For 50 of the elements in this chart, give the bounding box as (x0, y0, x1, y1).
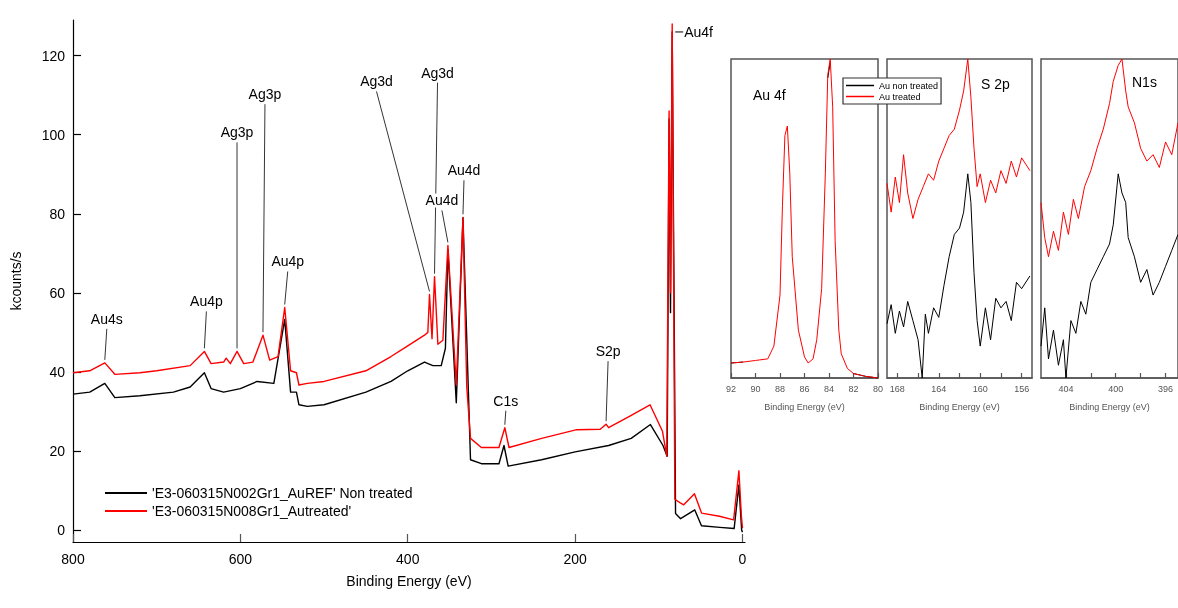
legend-label: 'E3-060315N008Gr1_Autreated' (152, 503, 352, 519)
annotation: Au4d (425, 192, 459, 209)
y-tick-label: 100 (41, 126, 66, 143)
annotation: Ag3d (360, 73, 393, 90)
x-tick-label: 90 (750, 383, 761, 394)
x-tick-label: 404 (1058, 383, 1074, 394)
x-tick-label: 92 (725, 383, 737, 394)
y-tick-label: 80 (49, 205, 66, 222)
y-tick-label: 40 (49, 363, 66, 380)
x-tick-label: 400 (396, 551, 420, 567)
x-tick-label: 160 (972, 383, 988, 394)
annotation: C1s (493, 392, 519, 409)
x-tick-label: 600 (228, 551, 253, 567)
x-tick-label: 396 (1158, 383, 1174, 394)
legend-label: Au treated (879, 91, 921, 102)
annotation: Au4s (90, 310, 123, 327)
y-tick-label: 0 (57, 522, 66, 539)
y-tick-label: 20 (49, 443, 66, 460)
annotation: Au4p (271, 253, 305, 270)
annotation: Ag3p (248, 86, 282, 103)
x-axis-title: Binding Energy (eV) (764, 401, 845, 412)
y-tick-label: 120 (41, 47, 66, 64)
annotation: Au4d (447, 162, 481, 179)
x-tick-label: 0 (738, 551, 747, 567)
x-tick-label: 80 (872, 383, 884, 394)
y-axis-title: kcounts/s (8, 251, 24, 311)
x-tick-label: 400 (1108, 383, 1124, 394)
x-tick-label: 168 (889, 383, 905, 394)
x-tick-label: 200 (563, 551, 588, 567)
annotation: S2p (595, 343, 621, 360)
legend-label: Au non treated (879, 80, 939, 91)
annotation: Au4p (190, 293, 223, 310)
x-tick-label: 164 (931, 383, 947, 394)
annotation: Ag3d (421, 64, 454, 81)
x-tick-label: 88 (774, 383, 786, 394)
legend-label: 'E3-060315N002Gr1_AuREF' Non treated (152, 485, 413, 501)
x-tick-label: 84 (823, 383, 835, 394)
x-tick-label: 82 (848, 383, 859, 394)
x-tick-label: 86 (799, 383, 810, 394)
text: N1s (1132, 74, 1157, 90)
text: S 2p (981, 76, 1011, 92)
annotation: Ag3p (220, 124, 254, 141)
text: Au 4f (753, 87, 786, 103)
x-axis-title: Binding Energy (eV) (919, 401, 1000, 412)
y-tick-label: 60 (49, 284, 66, 301)
annotation: Au4f (684, 23, 714, 40)
x-axis-title: Binding Energy (eV) (1069, 401, 1150, 412)
x-tick-label: 800 (61, 551, 85, 567)
x-tick-label: 156 (1014, 383, 1030, 394)
x-axis-title: Binding Energy (eV) (346, 573, 472, 589)
